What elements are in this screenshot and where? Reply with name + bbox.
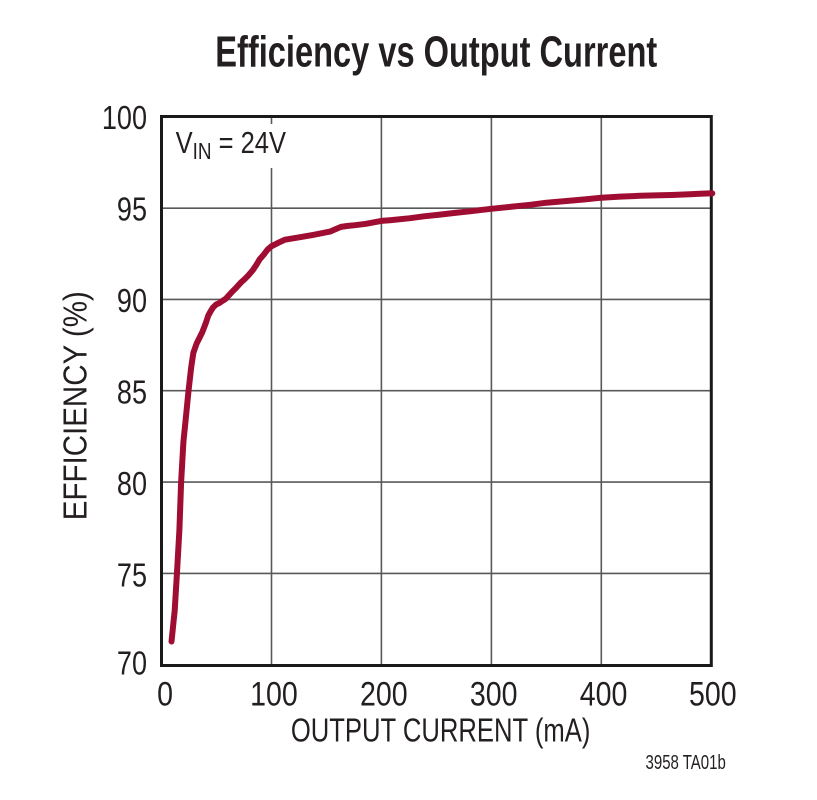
svg-text:0: 0: [157, 675, 173, 713]
svg-text:400: 400: [580, 675, 628, 713]
svg-text:100: 100: [250, 675, 298, 713]
svg-text:80: 80: [117, 466, 147, 502]
svg-text:85: 85: [117, 375, 147, 411]
svg-text:Efficiency vs Output Current: Efficiency vs Output Current: [215, 28, 657, 77]
svg-text:300: 300: [470, 675, 518, 713]
svg-text:OUTPUT CURRENT (mA): OUTPUT CURRENT (mA): [291, 713, 591, 750]
svg-text:90: 90: [117, 283, 147, 319]
svg-text:70: 70: [117, 646, 147, 682]
svg-text:VIN = 24V: VIN = 24V: [176, 126, 286, 165]
svg-text:500: 500: [689, 675, 737, 713]
svg-text:3958 TA01b: 3958 TA01b: [646, 751, 726, 774]
svg-text:EFFICIENCY (%): EFFICIENCY (%): [57, 291, 94, 520]
svg-text:95: 95: [117, 192, 147, 228]
svg-text:75: 75: [117, 558, 147, 594]
svg-text:200: 200: [360, 675, 408, 713]
svg-text:100: 100: [102, 100, 147, 136]
